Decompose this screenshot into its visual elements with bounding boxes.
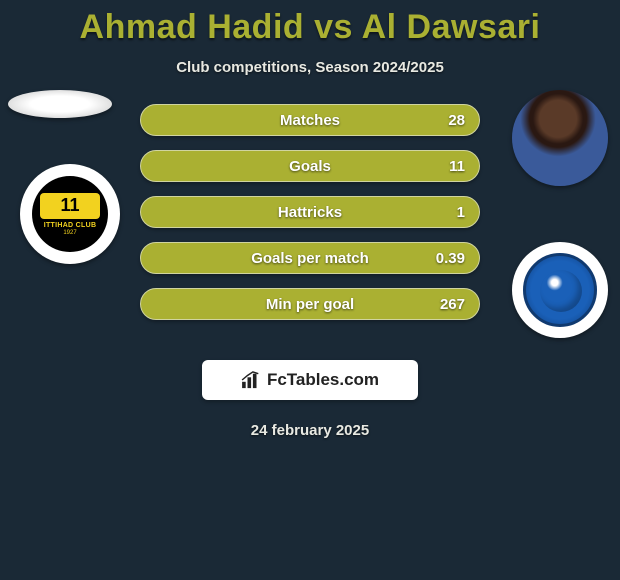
stat-value-right: 0.39 — [436, 250, 465, 267]
stat-bars: Matches 28 Goals 11 Hattricks 1 Goals pe… — [140, 104, 480, 334]
stat-bar-matches: Matches 28 — [140, 104, 480, 136]
club-left-badge: 11 ITTIHAD CLUB 1927 — [20, 164, 120, 264]
stat-bar-min-per-goal: Min per goal 267 — [140, 288, 480, 320]
subtitle: Club competitions, Season 2024/2025 — [0, 59, 620, 76]
stat-label: Goals per match — [251, 250, 369, 267]
player-right-avatar — [512, 90, 608, 186]
club-left-year: 1927 — [63, 230, 76, 236]
stat-label: Goals — [289, 158, 331, 175]
stat-value-right: 11 — [449, 158, 465, 175]
stat-value-right: 1 — [457, 204, 465, 221]
brand-badge[interactable]: FcTables.com — [202, 360, 418, 400]
stat-label: Hattricks — [278, 204, 342, 221]
alhilal-badge — [523, 253, 597, 327]
date-label: 24 february 2025 — [0, 422, 620, 439]
bars-icon — [241, 371, 263, 389]
stat-label: Matches — [280, 112, 340, 129]
ittihad-badge: 11 ITTIHAD CLUB 1927 — [32, 176, 108, 252]
club-left-name: ITTIHAD CLUB — [44, 222, 97, 229]
player-left-avatar — [8, 90, 112, 118]
club-right-badge — [512, 242, 608, 338]
page-title: Ahmad Hadid vs Al Dawsari — [0, 8, 620, 47]
stat-bar-hattricks: Hattricks 1 — [140, 196, 480, 228]
stats-area: 11 ITTIHAD CLUB 1927 Matches 28 Goals 11… — [0, 104, 620, 344]
brand-text: FcTables.com — [267, 370, 379, 390]
stat-bar-goals: Goals 11 — [140, 150, 480, 182]
comparison-card: Ahmad Hadid vs Al Dawsari Club competiti… — [0, 0, 620, 439]
club-left-number: 11 — [40, 193, 100, 219]
stat-value-right: 267 — [440, 296, 465, 313]
stat-value-right: 28 — [448, 112, 465, 129]
stat-bar-goals-per-match: Goals per match 0.39 — [140, 242, 480, 274]
stat-label: Min per goal — [266, 296, 354, 313]
